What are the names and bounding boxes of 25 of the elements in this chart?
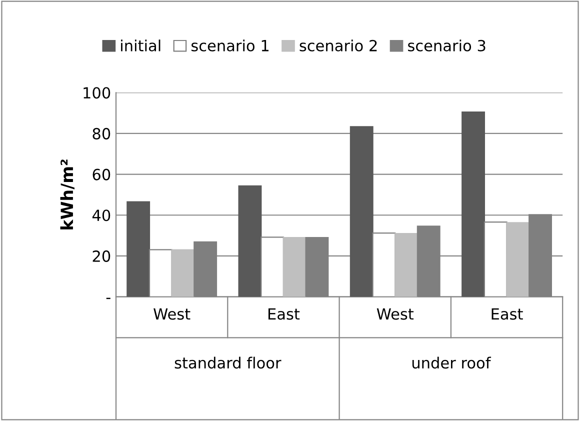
text: standard floor	[174, 356, 282, 369]
bar	[462, 111, 485, 297]
y-axis-title: kWh/m²	[60, 160, 75, 230]
legend-label: scenario 2	[300, 40, 377, 52]
y-tick-label: 80	[92, 128, 110, 140]
y-tick-label: 60	[92, 168, 110, 180]
x-tick-label: East	[492, 308, 523, 320]
bar	[394, 232, 418, 297]
bar	[350, 126, 374, 297]
text: under roof	[412, 356, 492, 369]
y-tick-label: 20	[92, 250, 110, 262]
legend-label: initial	[121, 40, 160, 52]
y-tick-label: -	[106, 298, 110, 300]
bar	[171, 249, 195, 297]
bar	[506, 222, 530, 297]
bar	[238, 185, 262, 297]
legend-label: scenario 1	[191, 40, 268, 52]
y-tick-label: 40	[92, 210, 110, 222]
x-tick-label: West	[376, 308, 414, 320]
y-tick-label: 100	[84, 87, 110, 99]
bar	[126, 201, 150, 297]
bar	[282, 237, 306, 297]
x-tick-label: West	[154, 308, 190, 320]
x-tick-label: East	[268, 308, 300, 320]
legend-label: scenario 3	[408, 40, 486, 52]
